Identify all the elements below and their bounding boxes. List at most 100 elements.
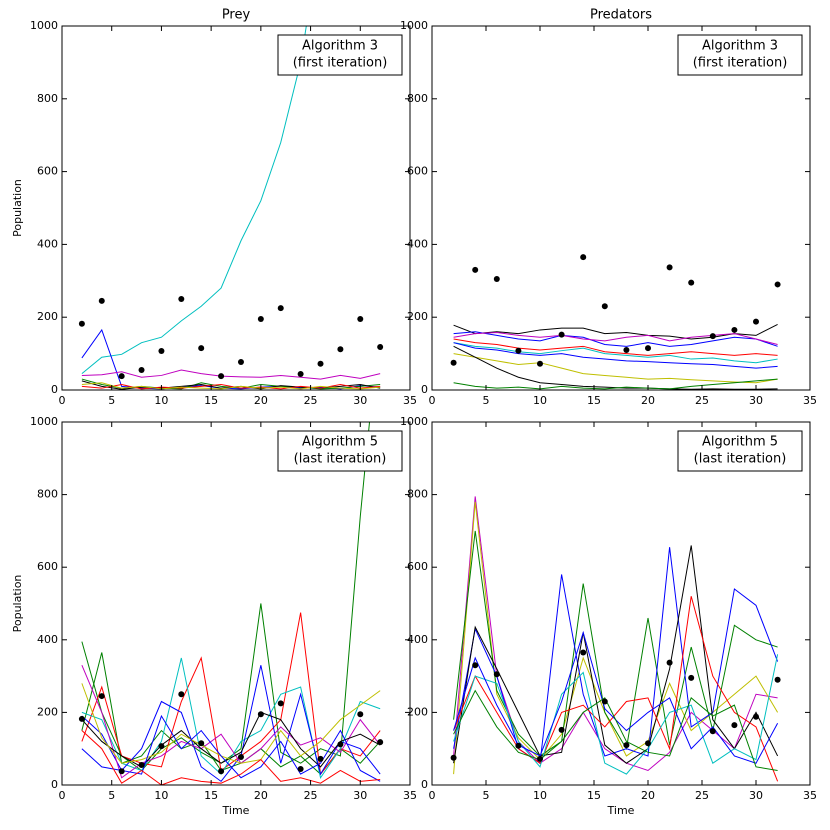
data-point (472, 662, 479, 669)
data-point (493, 671, 500, 678)
annotation-box (277, 430, 403, 472)
x-tick-label: 5 (483, 789, 490, 802)
y-tick-label: 200 (37, 705, 58, 718)
annotation-text: Algorithm 3 (702, 39, 778, 54)
data-point (118, 373, 125, 380)
data-point (158, 743, 165, 750)
annotation-box (277, 34, 403, 76)
x-tick-label: 15 (587, 394, 601, 407)
data-point (774, 676, 781, 683)
data-point (237, 358, 244, 365)
y-tick-label: 800 (37, 92, 58, 105)
series-line (81, 683, 381, 764)
x-tick-label: 30 (749, 789, 763, 802)
data-point (666, 264, 673, 271)
series-line (453, 331, 778, 345)
y-tick-label: 200 (407, 310, 428, 323)
y-tick-label: 400 (37, 237, 58, 250)
subplot-title: Prey (222, 8, 251, 23)
x-tick-label: 25 (304, 789, 318, 802)
x-tick-label: 10 (154, 789, 168, 802)
x-tick-label: 20 (254, 789, 268, 802)
x-tick-label: 5 (483, 394, 490, 407)
x-tick-label: 35 (403, 394, 417, 407)
data-point (688, 279, 695, 286)
y-tick-label: 200 (407, 705, 428, 718)
y-tick-label: 400 (407, 633, 428, 646)
x-tick-label: 25 (695, 394, 709, 407)
plot-area (78, 422, 384, 785)
data-point (337, 346, 344, 353)
data-point (78, 715, 85, 722)
plot-area (450, 254, 781, 390)
y-axis-label: Population (11, 179, 24, 237)
data-point (337, 741, 344, 748)
data-point (98, 693, 105, 700)
y-tick-label: 600 (37, 560, 58, 573)
data-point (158, 348, 165, 355)
data-point (601, 698, 608, 705)
x-tick-label: 35 (803, 394, 817, 407)
y-tick-label: 0 (51, 383, 58, 396)
data-point (731, 326, 738, 333)
data-point (537, 755, 543, 762)
series-line (81, 714, 381, 782)
data-point (450, 359, 457, 366)
series-line (453, 342, 778, 364)
series-line (453, 596, 779, 782)
data-point (515, 742, 522, 749)
y-tick-label: 1000 (400, 415, 428, 428)
x-tick-label: 0 (59, 789, 66, 802)
series-line (453, 324, 778, 340)
data-point (623, 346, 630, 353)
annotation-text: (last iteration) (694, 452, 787, 467)
data-point (357, 316, 364, 323)
x-tick-label: 30 (353, 789, 367, 802)
x-tick-label: 10 (533, 789, 547, 802)
subplot: 0 200 400 600 800 1000 0 5 10 15 20 25 30 35 Populatio… (11, 415, 417, 817)
series-line (81, 26, 307, 375)
data-point (753, 713, 759, 720)
plot-area (78, 26, 384, 390)
y-tick-label: 400 (407, 237, 428, 250)
series-line (81, 730, 381, 785)
y-tick-label: 400 (37, 633, 58, 646)
data-point (493, 275, 500, 282)
annotation-text: (first iteration) (293, 56, 388, 71)
y-tick-label: 0 (421, 383, 428, 396)
x-tick-label: 5 (108, 789, 115, 802)
data-point (198, 345, 205, 352)
y-tick-label: 1000 (30, 19, 58, 32)
series-line (453, 331, 778, 347)
x-tick-label: 15 (587, 789, 601, 802)
data-point (237, 754, 244, 761)
data-point (601, 303, 608, 310)
series-line (453, 342, 778, 369)
annotation-text: Algorithm 3 (302, 39, 378, 54)
data-point (515, 347, 522, 354)
annotation-text: Algorithm 5 (302, 435, 378, 450)
data-point (78, 320, 85, 327)
data-point (277, 700, 284, 707)
data-point (178, 296, 185, 302)
series-line (453, 689, 778, 771)
x-tick-label: 30 (353, 394, 367, 407)
x-tick-label: 10 (154, 394, 168, 407)
subplot: 0 200 400 600 800 1000 0 5 10 15 20 25 30 35 Time Algor… (400, 415, 817, 817)
data-point (753, 318, 759, 325)
y-tick-label: 600 (37, 165, 58, 178)
series-line (453, 545, 779, 764)
subplot: 0 200 400 600 800 1000 0 5 10 15 20 25 30 35 Prey Popul… (11, 8, 417, 408)
series-line (453, 654, 779, 775)
y-tick-label: 0 (51, 778, 58, 791)
series-line (81, 369, 381, 380)
series-line (453, 496, 778, 772)
y-tick-label: 200 (37, 310, 58, 323)
annotation-box (677, 430, 803, 472)
annotation-box (677, 34, 803, 76)
data-point (178, 691, 185, 698)
axes-frame (431, 421, 811, 786)
data-point (98, 297, 105, 304)
data-point (118, 768, 125, 775)
